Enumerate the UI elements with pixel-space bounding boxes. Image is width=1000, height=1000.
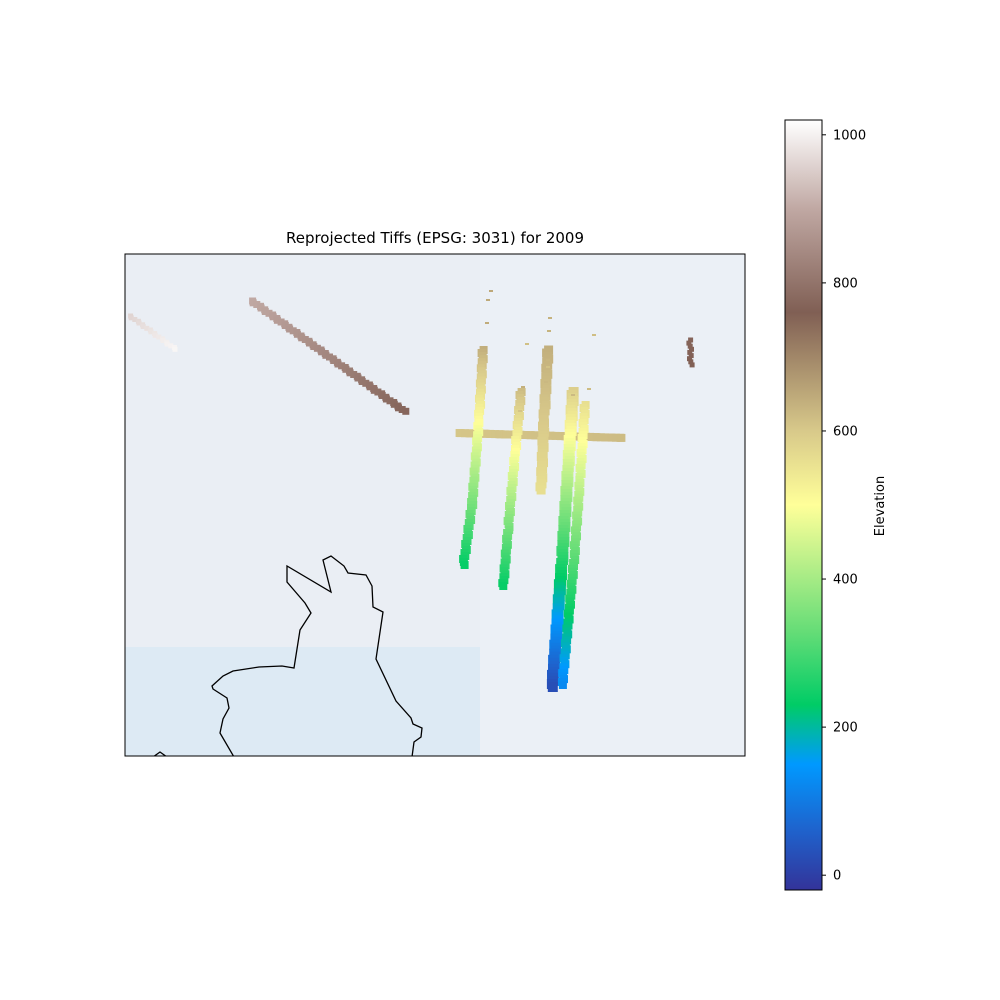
colorbar-tick-label: 0 xyxy=(833,869,841,884)
track-nw-long xyxy=(249,297,410,415)
coastline-lower-left xyxy=(153,751,167,756)
track-nw-short xyxy=(128,313,178,352)
map-frame xyxy=(124,253,746,757)
track-vertical-2 xyxy=(498,388,526,590)
track-vertical-1 xyxy=(459,346,488,569)
tile-right xyxy=(480,254,745,756)
colorbar-tick-label: 400 xyxy=(833,573,858,588)
colorbar-tick-label: 800 xyxy=(833,276,858,291)
track-east-spot xyxy=(686,337,695,368)
track-scatter xyxy=(483,290,596,412)
coastline xyxy=(211,555,423,756)
elevation-tracks xyxy=(128,290,695,692)
colorbar-label: Elevation xyxy=(873,476,888,536)
colorbar-gradient xyxy=(784,119,823,891)
colorbar-tick-label: 200 xyxy=(833,721,858,736)
track-vertical-5 xyxy=(558,401,590,689)
colorbar-tick-label: 1000 xyxy=(833,128,866,143)
colorbar-ticks: 0 200 400 600 800 1000 xyxy=(822,128,866,884)
colorbar-tick-label: 600 xyxy=(833,424,858,439)
map-title: Reprojected Tiffs (EPSG: 3031) for 2009 xyxy=(285,229,585,247)
track-vertical-3 xyxy=(535,345,554,495)
